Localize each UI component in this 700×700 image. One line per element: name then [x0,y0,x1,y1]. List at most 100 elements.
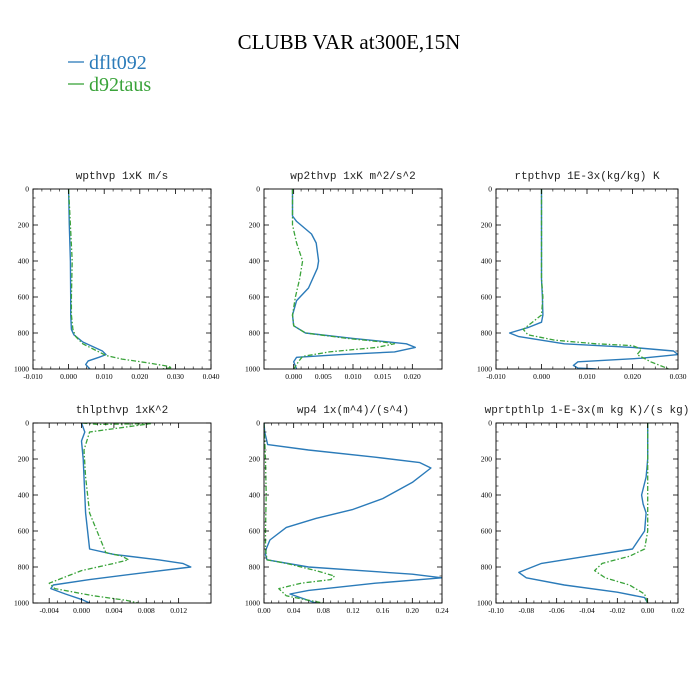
y-tick-label: 1000 [245,365,260,374]
x-tick-label: 0.008 [138,606,155,615]
y-tick-label: 800 [481,563,493,572]
x-tick-label: -0.010 [486,372,506,381]
legend: dflt092 d92taus [68,52,151,96]
panel-title: rtpthvp 1E-3x(kg/kg) K [514,171,660,183]
y-tick-label: 600 [249,527,261,536]
y-tick-label: 400 [249,257,261,266]
series-line-d92taus [291,189,396,369]
y-tick-label: 0 [256,419,260,428]
y-tick-label: 400 [481,257,493,266]
panel-title: wp4 1x(m^4)/(s^4) [297,405,409,417]
x-tick-label: 0.020 [624,372,641,381]
panel-3: rtpthvp 1E-3x(kg/kg) K -0.010 0.000 0.010 0.… [477,171,687,381]
x-tick-label: 0.000 [73,606,90,615]
x-tick-label: -0.02 [610,606,626,615]
x-tick-label: 0.16 [376,606,389,615]
series-line-d92taus [522,189,670,369]
y-tick-label: 0 [25,185,29,194]
series-line-dflt092 [518,423,649,603]
panels: wpthvp 1xK m/s-0.010 0.000 0.010 0.020 0.030… [14,171,689,615]
y-tick-label: 400 [249,491,261,500]
y-tick-label: 600 [249,293,261,302]
y-tick-label: 0 [488,419,492,428]
y-tick-label: 1000 [245,599,260,608]
x-tick-label: 0.24 [435,606,448,615]
series-line-dflt092 [264,423,442,603]
x-tick-label: 0.010 [579,372,596,381]
x-tick-label: 0.010 [96,372,113,381]
panel-title: wpthvp 1xK m/s [76,171,168,183]
x-tick-label: 0.004 [105,606,122,615]
y-tick-label: 400 [18,491,30,500]
y-tick-label: 1000 [477,365,492,374]
panel-5: wp4 1x(m^4)/(s^4) 0.00 0.04 0.08 0.12 0.16 0.2… [245,405,449,615]
x-tick-label: -0.10 [488,606,504,615]
x-tick-label: -0.004 [39,606,59,615]
x-tick-label: -0.04 [579,606,595,615]
plot-frame [263,422,443,604]
x-tick-label: 0.030 [670,372,687,381]
plot-frame [495,188,679,370]
y-tick-label: 600 [481,527,493,536]
y-tick-label: 0 [25,419,29,428]
y-tick-label: 600 [18,293,30,302]
y-tick-label: 1000 [477,599,492,608]
x-tick-label: 0.20 [406,606,419,615]
legend-label-dflt092: dflt092 [89,52,147,74]
series-line-dflt092 [291,189,416,369]
series-line-dflt092 [67,189,107,369]
y-tick-label: 200 [481,221,493,230]
series-line-d92taus [48,423,151,603]
series-line-dflt092 [50,423,192,603]
x-tick-label: 0.015 [374,372,391,381]
y-tick-label: 800 [249,329,261,338]
y-tick-label: 800 [481,329,493,338]
x-tick-label: 0.04 [287,606,300,615]
legend-label-d92taus: d92taus [89,74,151,96]
x-tick-label: 0.020 [404,372,421,381]
y-tick-label: 200 [18,455,30,464]
series-line-d92taus [264,423,336,603]
x-tick-label: -0.06 [549,606,565,615]
y-tick-label: 800 [18,329,30,338]
x-tick-label: 0.000 [285,372,302,381]
y-tick-label: 800 [18,563,30,572]
y-tick-label: 800 [249,563,261,572]
plot-frame [263,188,443,370]
y-tick-label: 400 [481,491,493,500]
x-tick-label: 0.010 [345,372,362,381]
x-tick-label: 0.12 [346,606,359,615]
series-line-d92taus [67,189,173,369]
y-tick-label: 1000 [14,599,29,608]
x-tick-label: 0.000 [60,372,77,381]
y-tick-label: 0 [256,185,260,194]
y-tick-label: 200 [249,455,261,464]
series-line-d92taus [593,423,649,603]
panel-4: thlpthvp 1xK^2 -0.004 0.000 0.004 0.008 0.012… [14,405,212,615]
panel-2: wp2thvp 1xK m^2/s^2 0.000 0.005 0.010 0.015 0… [245,171,443,381]
y-tick-label: 0 [488,185,492,194]
x-tick-label: 0.020 [131,372,148,381]
x-tick-label: 0.000 [533,372,550,381]
x-tick-label: 0.00 [257,606,270,615]
x-tick-label: 0.030 [167,372,184,381]
x-tick-label: 0.08 [317,606,330,615]
x-tick-label: -0.010 [23,372,43,381]
panel-title: wp2thvp 1xK m^2/s^2 [290,171,415,183]
panel-title: thlpthvp 1xK^2 [76,405,168,417]
y-tick-label: 200 [249,221,261,230]
panel-6: wprtpthlp 1-E-3x(m kg K)/(s kg) -0.10 -0.0… [477,405,689,615]
y-tick-label: 1000 [14,365,29,374]
series-line-dflt092 [508,189,678,369]
x-tick-label: 0.00 [641,606,654,615]
y-tick-label: 400 [18,257,30,266]
figure-title: CLUBB VAR at300E,15N [238,30,461,54]
y-tick-label: 600 [18,527,30,536]
x-tick-label: 0.005 [315,372,332,381]
x-tick-label: -0.08 [519,606,535,615]
plot-frame [32,188,212,370]
y-tick-label: 600 [481,293,493,302]
panel-title: wprtpthlp 1-E-3x(m kg K)/(s kg) [485,405,690,417]
x-tick-label: 0.012 [170,606,187,615]
